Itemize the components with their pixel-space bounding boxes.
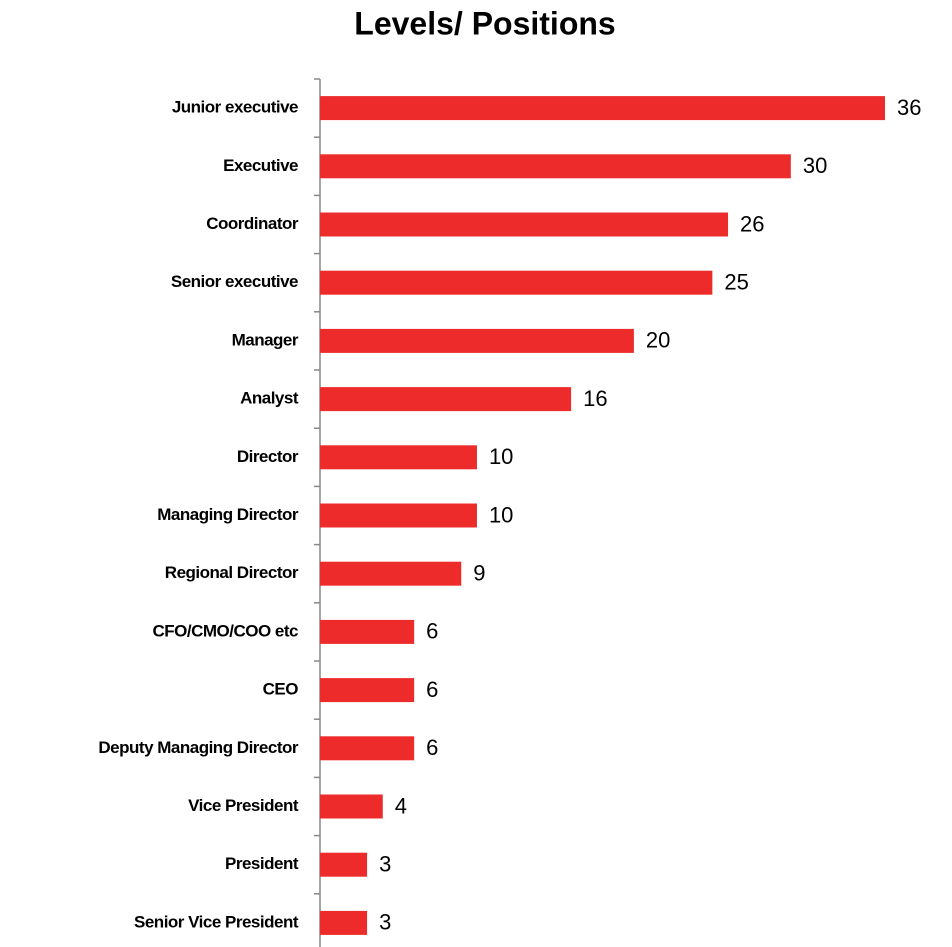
category-label: Vice President — [188, 796, 299, 815]
value-label: 30 — [803, 153, 827, 178]
category-label: CFO/CMO/COO etc — [152, 621, 298, 640]
bar — [320, 328, 634, 353]
bar — [320, 387, 572, 412]
category-label: Executive — [223, 156, 298, 175]
category-label: Analyst — [240, 389, 299, 408]
value-label: 6 — [426, 735, 438, 760]
bar — [320, 794, 383, 819]
bar — [320, 154, 791, 179]
value-label: 16 — [583, 386, 607, 411]
category-label: Regional Director — [165, 563, 299, 582]
bar — [320, 445, 477, 470]
value-label: 10 — [489, 502, 513, 527]
chart-title: Levels/ Positions — [354, 5, 615, 41]
category-label: Senior Vice President — [134, 912, 299, 931]
bar — [320, 678, 415, 703]
value-label: 25 — [724, 270, 748, 295]
bar — [320, 270, 713, 295]
category-label: Junior executive — [172, 98, 298, 117]
value-label: 4 — [395, 793, 407, 818]
value-label: 3 — [379, 852, 391, 877]
bar — [320, 852, 368, 877]
category-label: Managing Director — [157, 505, 299, 524]
category-label: President — [225, 854, 299, 873]
value-label: 9 — [473, 561, 485, 586]
bar — [320, 503, 477, 528]
bar — [320, 736, 415, 761]
category-label: CEO — [263, 680, 299, 699]
category-label: Director — [237, 447, 299, 466]
bar — [320, 910, 368, 935]
value-label: 36 — [897, 95, 921, 120]
bar — [320, 561, 462, 586]
value-label: 26 — [740, 211, 764, 236]
bar — [320, 96, 885, 121]
category-label: Coordinator — [206, 214, 299, 233]
bar — [320, 619, 415, 644]
value-label: 10 — [489, 444, 513, 469]
bar — [320, 212, 729, 237]
category-label: Deputy Managing Director — [98, 738, 298, 757]
category-label: Manager — [232, 330, 299, 349]
value-label: 6 — [426, 619, 438, 644]
value-label: 6 — [426, 677, 438, 702]
category-label: Senior executive — [171, 272, 298, 291]
value-label: 20 — [646, 328, 670, 353]
value-label: 3 — [379, 910, 391, 935]
